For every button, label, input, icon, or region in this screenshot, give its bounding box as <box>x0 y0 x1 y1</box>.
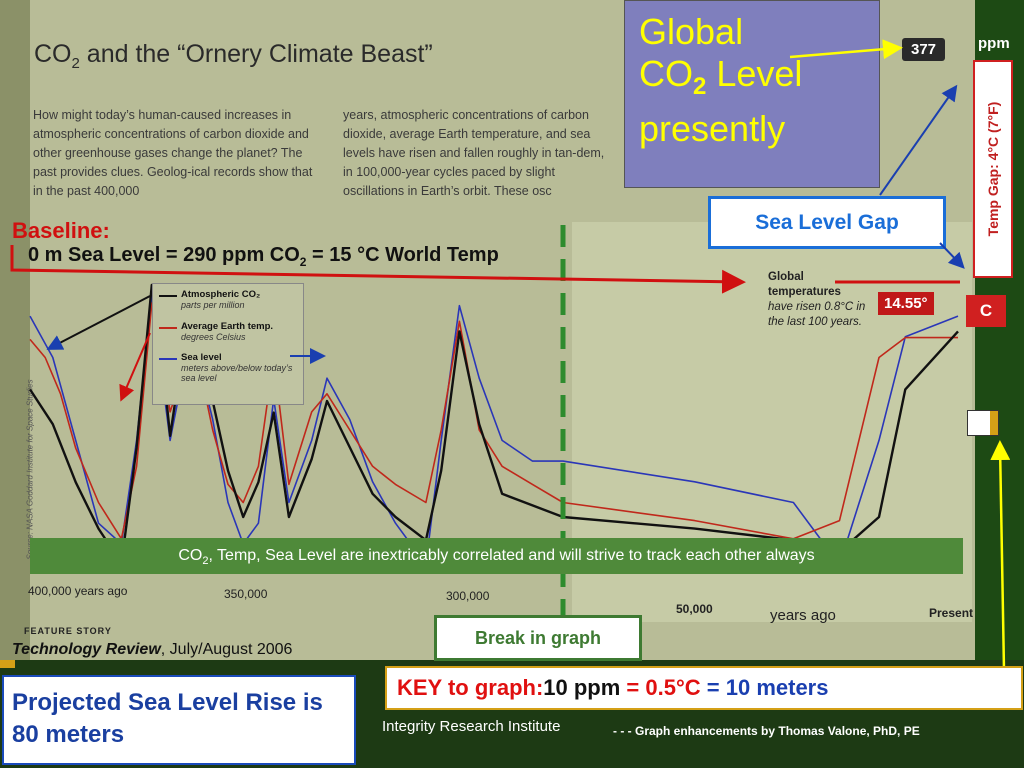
institute-label: Integrity Research Institute <box>382 718 561 735</box>
legend-item-co2: Atmospheric CO₂ parts per million <box>181 289 261 310</box>
sea-gap-arrow-up <box>879 84 958 196</box>
global-temperature-note: Global temperatures have risen 0.8°C in t… <box>768 271 866 328</box>
x-tick-label: 350,000 <box>224 587 268 601</box>
x-tick-label: 400,000 years ago <box>28 584 128 598</box>
intro-text-left: How might today’s human-caused increases… <box>33 108 313 198</box>
legend-co2-pointer <box>46 295 151 350</box>
co2-callout-arrow <box>789 39 903 60</box>
feature-story-label: FEATURE STORY <box>24 626 112 636</box>
ppm-label: ppm <box>978 35 1010 52</box>
x-tick-label: 300,000 <box>446 589 490 603</box>
break-in-graph-label: Break in graph <box>434 615 642 661</box>
baseline-text: 0 m Sea Level = 290 ppm CO2 = 15 °C Worl… <box>28 244 499 269</box>
page-binding-edge <box>0 0 30 660</box>
citation: Technology Review, July/August 2006 <box>12 641 293 658</box>
sea-level-gap-label: Sea Level Gap <box>708 196 946 249</box>
current-co2-ppm-badge: 377 <box>902 38 946 61</box>
intro-text-right: years, atmospheric concentrations of car… <box>343 108 605 198</box>
series-line-average-earth-temp- <box>29 302 958 540</box>
correlation-banner: CO2, Temp, Sea Level are inextricably co… <box>30 538 963 574</box>
legend-item-temp: Average Earth temp. degrees Celsius <box>181 321 274 342</box>
x-tick-label: 50,000 <box>676 602 713 616</box>
x-tick-label: Present <box>929 606 974 620</box>
x-axis-label: years ago <box>770 607 836 624</box>
key-scale-marker <box>967 410 999 436</box>
legend-swatch-co2 <box>159 295 177 297</box>
legend-swatch-temp <box>159 327 177 329</box>
yellow-accent-strip <box>0 660 15 668</box>
chart-legend: Atmospheric CO₂ parts per million Average… <box>152 283 304 405</box>
celsius-badge: C <box>966 295 1006 327</box>
graph-credit: - - - Graph enhancements by Thomas Valon… <box>613 724 920 738</box>
page-title: CO2 and the “Ornery Climate Beast” <box>34 40 433 72</box>
projected-sea-level-box: Projected Sea Level Rise is 80 meters <box>2 675 356 765</box>
key-to-graph: KEY to graph:10 ppm = 0.5°C = 10 meters <box>385 666 1023 710</box>
baseline-arrow-line <box>10 245 746 294</box>
sea-gap-arrow-down <box>939 242 965 269</box>
legend-item-sea: Sea level meters above/below today’s sea … <box>181 352 293 383</box>
baseline-label: Baseline: <box>12 218 110 243</box>
temp-gap-box: Temp Gap: 4°C (7°F) <box>973 60 1013 278</box>
key-arrow <box>990 440 1011 671</box>
legend-swatch-sea <box>159 358 177 360</box>
current-temp-badge: 14.55° <box>878 292 934 315</box>
global-co2-callout: Global CO2 Level presently <box>624 0 880 188</box>
legend-temp-pointer <box>119 332 151 402</box>
